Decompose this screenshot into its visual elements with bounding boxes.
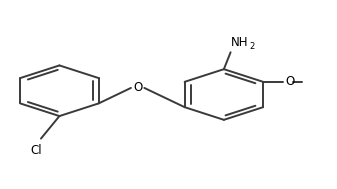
Text: NH: NH	[231, 36, 248, 50]
Text: O: O	[285, 75, 294, 88]
Text: 2: 2	[249, 42, 254, 51]
Text: O: O	[133, 81, 142, 94]
Text: Cl: Cl	[30, 144, 42, 157]
